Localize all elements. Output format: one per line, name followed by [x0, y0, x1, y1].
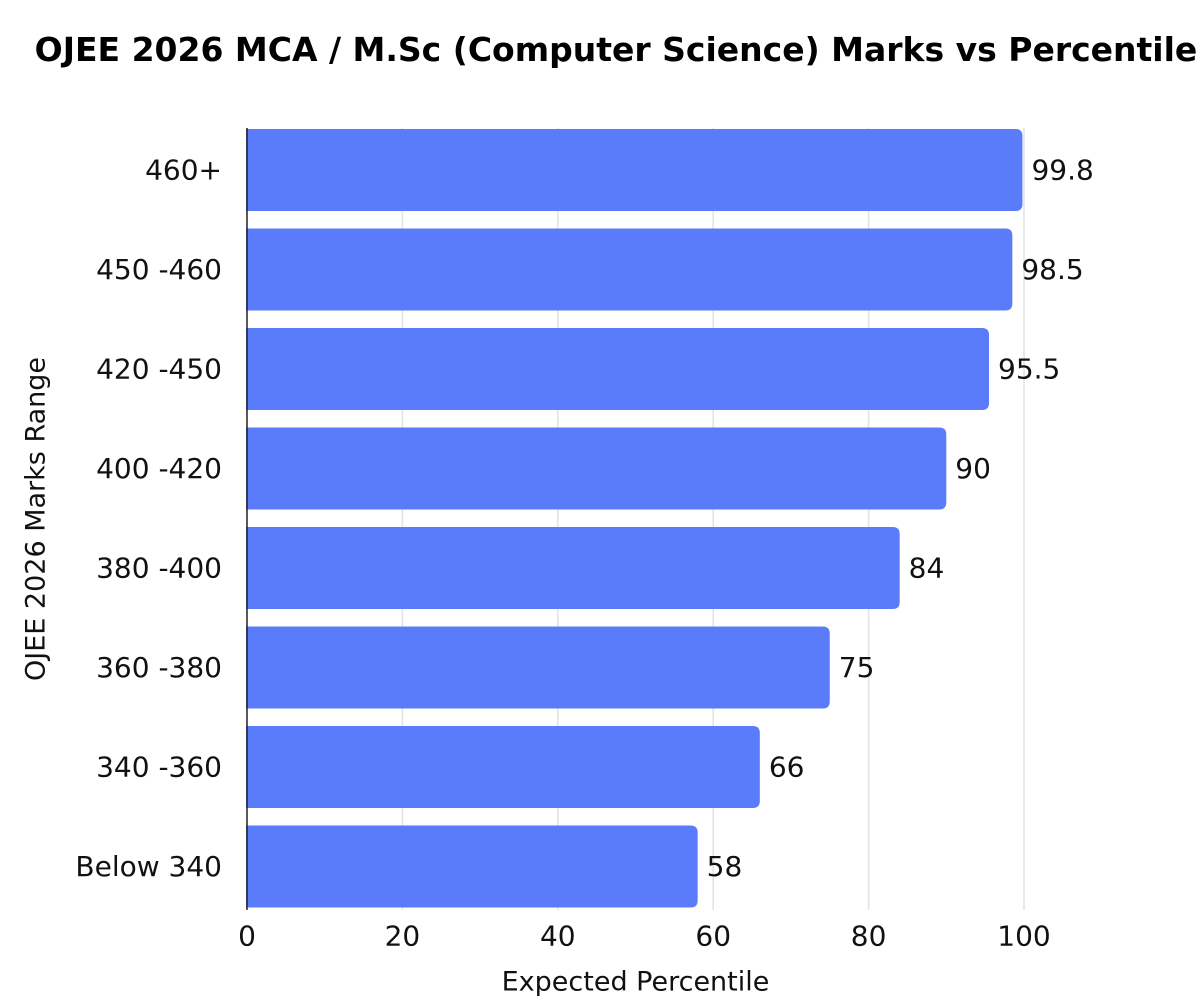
category-label: 380 -400 — [96, 552, 222, 585]
data-label: 90 — [955, 452, 991, 485]
chart-title: OJEE 2026 MCA / M.Sc (Computer Science) … — [34, 30, 1198, 69]
category-label: Below 340 — [75, 850, 222, 883]
x-tick-label: 60 — [695, 920, 731, 953]
data-label: 98.5 — [1021, 253, 1083, 286]
bar — [246, 328, 990, 410]
category-label: 460+ — [145, 154, 222, 187]
x-tick-label: 100 — [997, 920, 1050, 953]
bar — [246, 427, 947, 510]
bars — [246, 129, 1023, 908]
category-label: 450 -460 — [96, 253, 222, 286]
data-label: 84 — [909, 552, 945, 585]
x-tick-label: 80 — [851, 920, 887, 953]
bar — [246, 129, 1023, 211]
x-tick-label: 0 — [238, 920, 256, 953]
data-label: 99.8 — [1031, 154, 1093, 187]
category-label: 360 -380 — [96, 651, 222, 684]
y-axis-title: OJEE 2026 Marks Range — [21, 357, 52, 681]
category-label: 400 -420 — [96, 452, 222, 485]
bar — [246, 527, 900, 609]
bar — [246, 726, 760, 808]
x-tick-labels: 0 20 40 60 80 100 — [238, 920, 1051, 953]
bar — [246, 825, 698, 908]
data-labels: 99.8 98.5 95.5 90 84 75 66 58 — [707, 154, 1094, 884]
data-label: 66 — [769, 751, 805, 784]
data-label: 58 — [707, 850, 743, 883]
bar — [246, 228, 1013, 311]
x-tick-label: 20 — [385, 920, 421, 953]
bar — [246, 626, 830, 709]
data-label: 75 — [839, 651, 875, 684]
category-labels: 460+ 450 -460 420 -450 400 -420 380 -400 360 … — [75, 154, 222, 884]
category-label: 420 -450 — [96, 353, 222, 386]
data-label: 95.5 — [998, 353, 1060, 386]
x-tick-label: 40 — [540, 920, 576, 953]
category-label: 340 -360 — [96, 751, 222, 784]
x-axis-title: Expected Percentile — [502, 967, 770, 998]
